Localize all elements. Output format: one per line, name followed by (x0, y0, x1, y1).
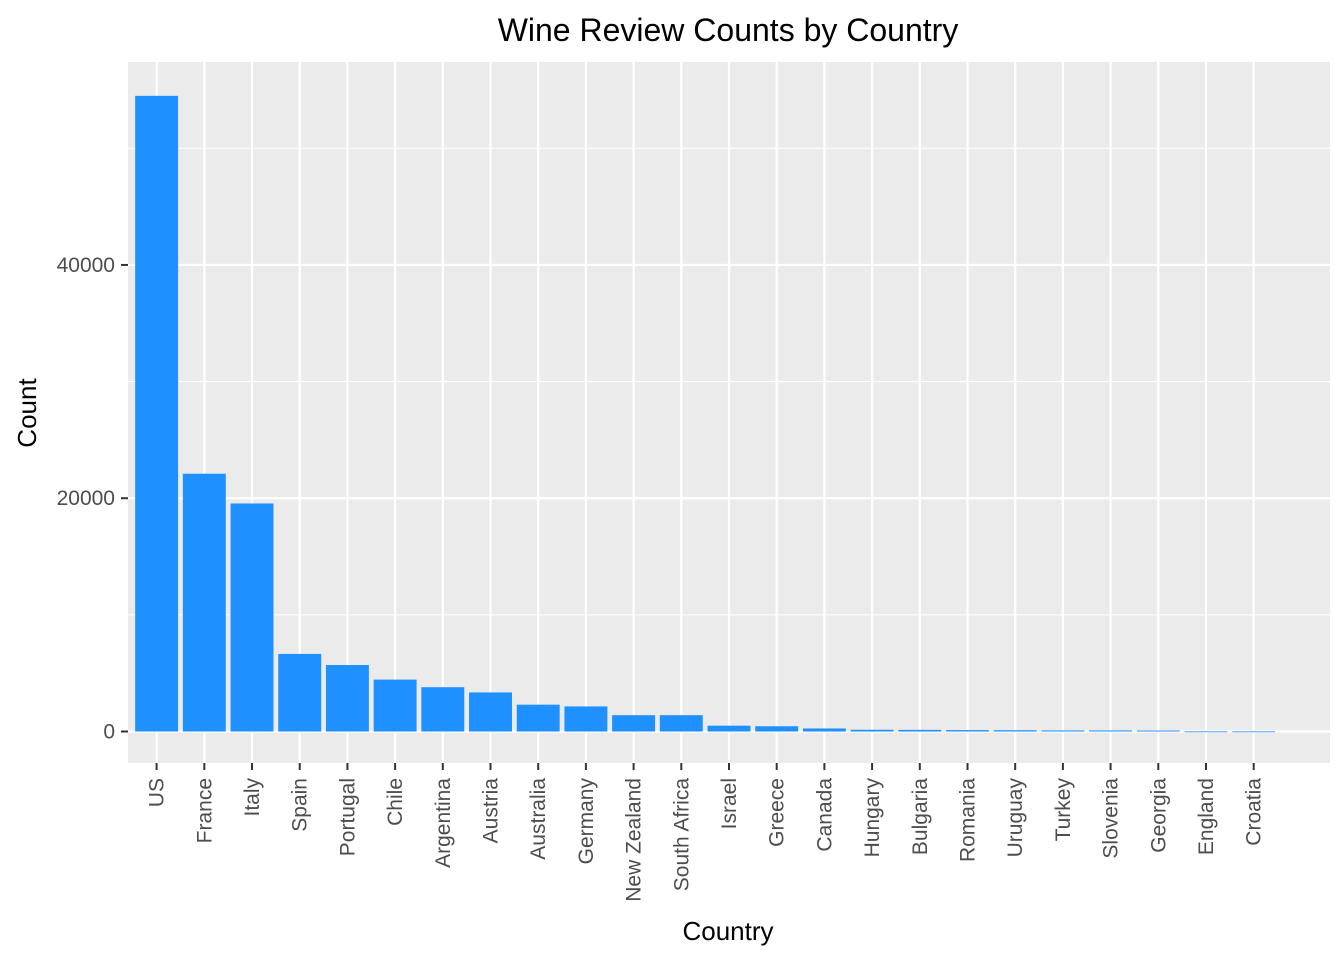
bar-slovenia (1089, 730, 1133, 732)
x-tick-label: Austria (480, 778, 503, 844)
bar-italy (230, 503, 274, 732)
bar-spain (278, 653, 322, 732)
bar-turkey (1041, 730, 1085, 732)
x-tick-label: Italy (241, 778, 264, 817)
x-tick-label: Turkey (1052, 778, 1075, 842)
x-axis: US France Italy Spain Portugal Chile Argentina… (146, 763, 1266, 902)
x-tick-label: France (193, 778, 216, 843)
x-tick-label: Croatia (1243, 778, 1266, 846)
x-tick-label: Germany (575, 778, 598, 865)
bar-uruguay (993, 730, 1037, 732)
bar-germany (564, 706, 608, 732)
bars (135, 95, 1276, 733)
x-tick-label: Bulgaria (909, 778, 932, 855)
x-tick-label: South Africa (670, 778, 693, 892)
y-tick-label: 0 (103, 721, 115, 744)
x-tick-label: Australia (527, 778, 550, 860)
bar-us (135, 95, 179, 732)
bar-romania (946, 730, 989, 732)
x-tick-label: Israel (718, 778, 741, 829)
bar-austria (469, 692, 512, 732)
bar-greece (755, 726, 799, 732)
x-tick-label: Slovenia (1100, 778, 1123, 859)
bar-canada (802, 728, 846, 732)
x-axis-title: Country (682, 916, 773, 946)
x-tick-label: Canada (813, 778, 836, 852)
x-tick-label: New Zealand (623, 778, 646, 902)
bar-chile (373, 679, 417, 732)
x-tick-label: Spain (289, 778, 312, 832)
x-tick-label: US (146, 778, 169, 807)
grid-major (128, 62, 1330, 763)
x-tick-label: Georgia (1147, 778, 1170, 853)
x-tick-label: Chile (384, 778, 407, 826)
x-tick-label: England (1195, 778, 1218, 855)
bar-france (182, 473, 226, 732)
bar-bulgaria (898, 729, 942, 732)
bar-argentina (421, 687, 465, 732)
y-tick-label: 20000 (57, 487, 115, 510)
bar-croatia (1232, 731, 1276, 733)
x-tick-label: Uruguay (1004, 778, 1027, 858)
x-tick-label: Argentina (432, 778, 455, 868)
bar-portugal (325, 665, 369, 732)
x-tick-label: Hungary (861, 778, 884, 858)
x-tick-label: Greece (766, 778, 789, 847)
x-tick-label: Portugal (336, 778, 359, 856)
x-tick-label: Romania (956, 778, 979, 862)
bar-hungary (850, 729, 894, 732)
bar-israel (707, 725, 751, 732)
y-axis-title: Count (12, 378, 42, 448)
bar-new-zealand (612, 715, 656, 732)
chart-title: Wine Review Counts by Country (498, 12, 959, 48)
y-axis: 0 20000 40000 (57, 254, 128, 744)
bar-georgia (1136, 730, 1180, 732)
y-tick-label: 40000 (57, 254, 115, 277)
bar-australia (516, 704, 560, 732)
bar-england (1184, 731, 1228, 733)
bar-south-africa (659, 715, 703, 732)
